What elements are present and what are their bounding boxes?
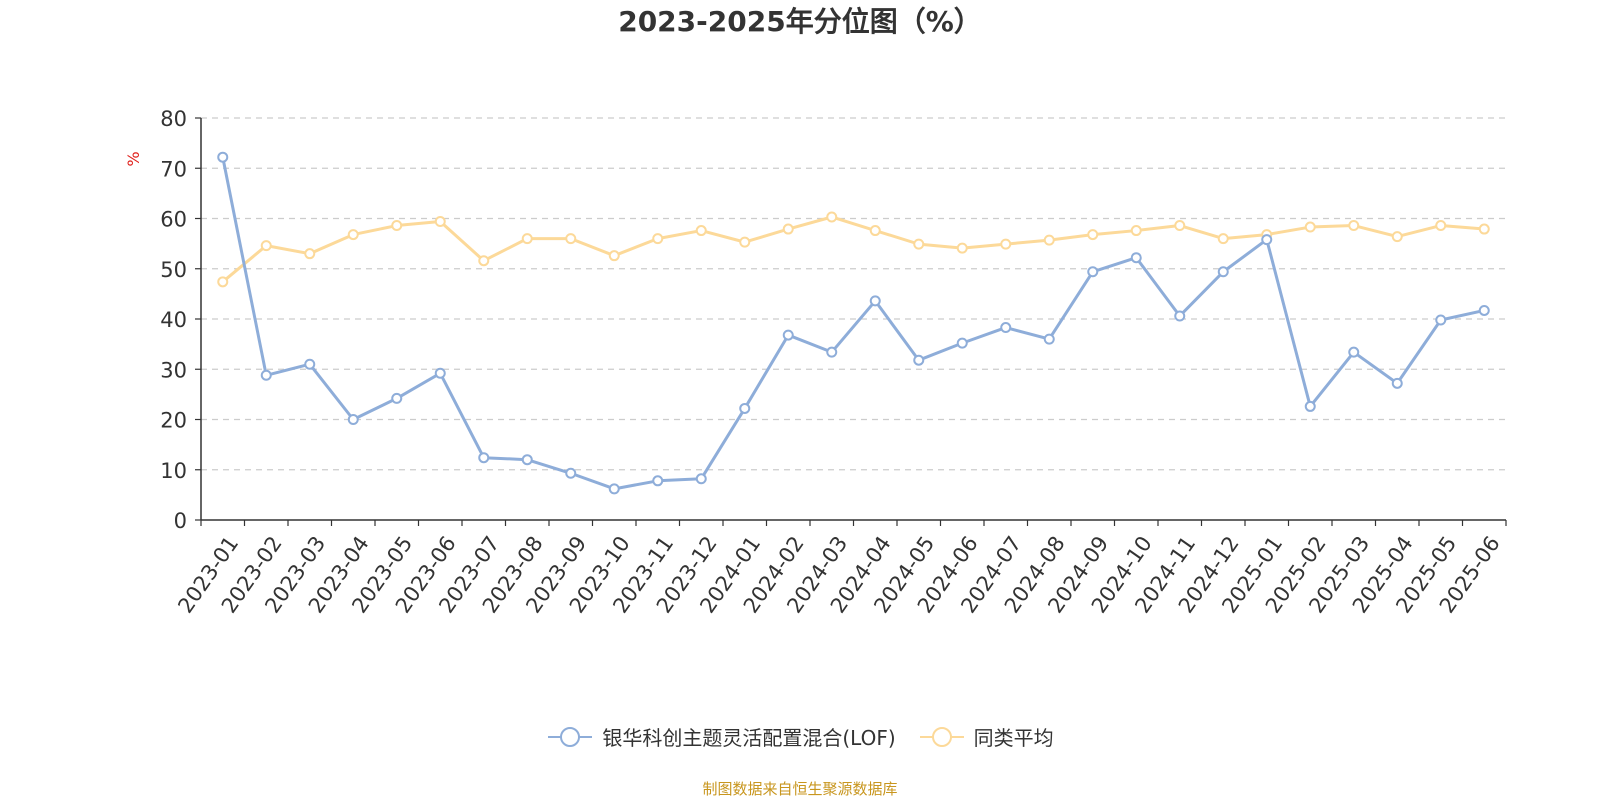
data-point — [434, 216, 446, 228]
data-point — [1043, 234, 1055, 246]
data-point — [260, 369, 272, 381]
legend: 银华科创主题灵活配置混合(LOF) 同类平均 — [0, 722, 1600, 751]
data-point — [1304, 221, 1316, 233]
y-tick-label: 0 — [174, 509, 187, 533]
x-axis: 2023-012023-022023-032023-042023-052023-… — [173, 519, 1507, 617]
data-point — [304, 248, 316, 260]
data-point — [565, 233, 577, 245]
y-tick-label: 60 — [160, 208, 187, 232]
data-point — [1435, 220, 1447, 232]
data-point — [1087, 229, 1099, 241]
legend-label-peer-average: 同类平均 — [973, 726, 1054, 750]
legend-label-fund: 银华科创主题灵活配置混合(LOF) — [602, 726, 896, 750]
data-point — [913, 238, 925, 250]
data-point — [739, 236, 751, 248]
data-point — [347, 414, 359, 425]
series-line-0 — [221, 156, 1485, 491]
data-point — [1478, 304, 1490, 316]
data-point — [1261, 234, 1273, 246]
data-point — [1391, 377, 1403, 389]
data-point — [695, 225, 707, 237]
y-tick-label: 80 — [160, 107, 187, 131]
y-tick-label: 50 — [160, 258, 187, 282]
legend-swatch-fund — [548, 726, 593, 747]
y-tick-label: 70 — [160, 157, 187, 181]
series-line-1 — [221, 215, 1485, 283]
data-point — [434, 367, 446, 379]
source-note: 制图数据来自恒生聚源数据库 — [702, 780, 898, 798]
data-point — [1348, 220, 1360, 232]
data-point — [739, 402, 751, 414]
y-tick-label: 10 — [160, 459, 187, 483]
data-point — [782, 329, 794, 341]
data-point — [608, 250, 620, 262]
data-point — [1130, 252, 1142, 264]
data-point — [652, 475, 664, 487]
data-point — [1000, 238, 1012, 250]
data-point — [391, 220, 403, 232]
series-layer — [217, 151, 1490, 495]
y-axis-unit-label: % — [124, 151, 143, 166]
gridlines — [201, 117, 1506, 471]
data-point — [260, 240, 272, 252]
data-point — [521, 233, 533, 245]
data-point — [695, 473, 707, 485]
data-point — [956, 337, 968, 349]
data-point — [217, 151, 229, 163]
data-point — [1130, 225, 1142, 237]
data-point — [869, 225, 881, 237]
data-point — [391, 392, 403, 404]
data-point — [1000, 322, 1012, 334]
legend-swatch-peer-average — [919, 726, 964, 747]
legend-item-fund[interactable]: 银华科创主题灵活配置混合(LOF) — [546, 722, 896, 751]
data-point — [304, 358, 316, 370]
data-point — [652, 233, 664, 245]
data-point — [913, 354, 925, 366]
data-point — [782, 223, 794, 235]
data-point — [1435, 314, 1447, 326]
data-point — [1043, 333, 1055, 345]
data-point — [478, 255, 490, 267]
data-point — [826, 346, 838, 358]
data-point — [347, 229, 359, 241]
data-point — [1391, 231, 1403, 243]
data-point — [1304, 400, 1316, 412]
data-point — [478, 452, 490, 464]
y-axis: 0 10 20 30 40 50 60 70 80% — [124, 107, 202, 533]
y-tick-label: 40 — [160, 308, 187, 332]
data-point — [1348, 346, 1360, 358]
data-point — [521, 454, 533, 466]
data-point — [1217, 266, 1229, 278]
data-point — [565, 467, 577, 479]
data-point — [608, 483, 620, 495]
legend-item-peer-average[interactable]: 同类平均 — [918, 722, 1054, 751]
data-point — [1174, 220, 1186, 232]
data-point — [217, 276, 229, 288]
data-point — [956, 242, 968, 254]
data-point — [1174, 310, 1186, 322]
y-tick-label: 30 — [160, 358, 187, 382]
data-point — [1087, 266, 1099, 278]
data-point — [826, 211, 838, 223]
y-tick-label: 20 — [160, 409, 187, 433]
line-chart: 0 10 20 30 40 50 60 70 80% 2023-012023-022023-03… — [124, 107, 1507, 617]
data-point — [1217, 233, 1229, 245]
chart-title: 2023-2025年分位图（%） — [618, 5, 982, 38]
data-point — [1478, 223, 1490, 235]
data-point — [869, 295, 881, 307]
